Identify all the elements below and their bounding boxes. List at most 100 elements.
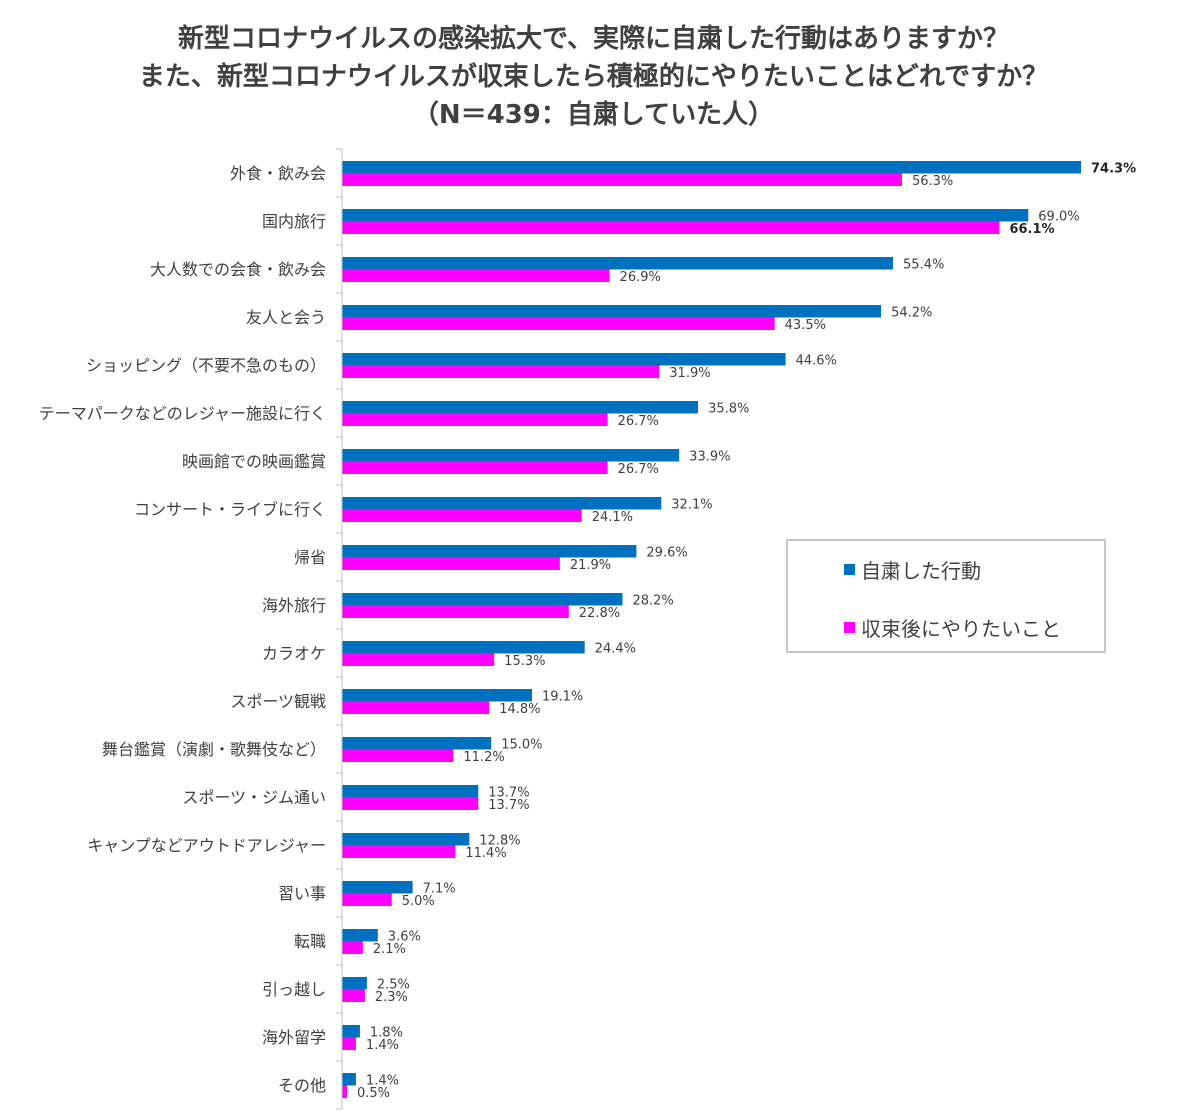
bar-series1 xyxy=(342,353,786,366)
data-label-series2: 22.8% xyxy=(579,606,620,621)
data-label-series2: 5.0% xyxy=(402,894,435,909)
bar-series1 xyxy=(342,305,882,318)
data-label-series2: 43.5% xyxy=(785,318,826,333)
category-label: 外食・飲み会 xyxy=(230,164,326,183)
bar-series2 xyxy=(342,797,479,810)
data-label-series1: 54.2% xyxy=(891,306,932,321)
legend-label-series1: 自粛した行動 xyxy=(861,559,981,583)
bar-series1 xyxy=(342,1025,360,1038)
data-label-series2: 13.7% xyxy=(488,798,529,813)
data-label-series1: 2.5% xyxy=(377,978,410,993)
category-label: 舞台鑑賞（演劇・歌舞伎など） xyxy=(102,740,326,759)
legend-swatch-series1 xyxy=(844,564,855,575)
category-label: 海外留学 xyxy=(262,1028,326,1047)
data-label-series1: 15.0% xyxy=(501,738,542,753)
data-label-series2: 11.2% xyxy=(463,750,504,765)
data-label-series2: 11.4% xyxy=(465,846,506,861)
category-label: ショッピング（不要不急のもの） xyxy=(86,356,326,375)
data-label-series2: 21.9% xyxy=(570,558,611,573)
bar-series1 xyxy=(342,737,492,750)
bar-series2 xyxy=(342,269,610,282)
data-label-series2: 26.7% xyxy=(618,462,659,477)
data-label-series1: 1.8% xyxy=(370,1026,403,1041)
data-label-series2: 14.8% xyxy=(499,702,540,717)
legend-item-series1: 自粛した行動 xyxy=(844,555,981,584)
data-label-series2: 26.9% xyxy=(620,270,661,285)
bar-series2 xyxy=(342,509,582,522)
bar-series2 xyxy=(342,557,560,570)
data-label-series2: 1.4% xyxy=(366,1038,399,1053)
bar-series1 xyxy=(342,833,470,846)
category-label: スポーツ・ジム通い xyxy=(182,788,326,807)
data-label-series1: 29.6% xyxy=(646,546,687,561)
data-label-series1: 55.4% xyxy=(903,258,944,273)
bar-series1 xyxy=(342,977,367,990)
bar-series2 xyxy=(342,749,454,762)
bar-series1 xyxy=(342,881,413,894)
category-label: 転職 xyxy=(294,932,326,951)
data-label-series2: 26.7% xyxy=(618,414,659,429)
bar-series1 xyxy=(342,641,585,654)
bar-series2 xyxy=(342,941,363,954)
category-label: コンサート・ライブに行く xyxy=(134,500,326,519)
bar-series2 xyxy=(342,317,775,330)
legend-label-series2: 収束後にやりたいこと xyxy=(861,617,1061,641)
data-label-series1: 32.1% xyxy=(671,498,712,513)
bar-series1 xyxy=(342,257,894,270)
bar-series2 xyxy=(342,989,365,1002)
data-label-series2: 15.3% xyxy=(504,654,545,669)
bar-series2 xyxy=(342,461,608,474)
data-label-series1: 28.2% xyxy=(632,594,673,609)
category-label: 国内旅行 xyxy=(262,212,326,231)
title-line-2: また、新型コロナウイルスが収束したら積極的にやりたいことはどれですか？ xyxy=(138,62,1049,92)
data-label-series1: 35.8% xyxy=(708,402,749,417)
bar-series1 xyxy=(342,1073,356,1086)
data-label-series2: 0.5% xyxy=(357,1086,390,1101)
bar-series1 xyxy=(342,545,637,558)
bar-series1 xyxy=(342,449,680,462)
category-label: 引っ越し xyxy=(262,980,326,999)
category-label: 習い事 xyxy=(278,884,326,903)
category-label: その他 xyxy=(278,1076,326,1095)
data-label-series1: 12.8% xyxy=(479,834,520,849)
category-label: スポーツ観戦 xyxy=(230,692,326,711)
bar-series1 xyxy=(342,497,662,510)
data-label-series2: 56.3% xyxy=(912,174,953,189)
data-label-series2: 2.1% xyxy=(373,942,406,957)
legend-item-series2: 収束後にやりたいこと xyxy=(844,613,1061,642)
bar-series2 xyxy=(342,173,902,186)
data-label-series1: 7.1% xyxy=(423,882,456,897)
bar-series2 xyxy=(342,701,490,714)
legend: 自粛した行動 収束後にやりたいこと xyxy=(786,539,1106,653)
bar-series2 xyxy=(342,221,1000,234)
bar-series1 xyxy=(342,161,1081,174)
bar-series2 xyxy=(342,653,495,666)
title-line-1: 新型コロナウイルスの感染拡大で、実際に自粛した行動はありますか？ xyxy=(178,24,1009,54)
category-label: 大人数での会食・飲み会 xyxy=(150,260,326,279)
category-label: 友人と会う xyxy=(246,308,326,327)
category-label: 海外旅行 xyxy=(262,596,326,615)
data-label-series1: 3.6% xyxy=(388,930,421,945)
chart-title: 新型コロナウイルスの感染拡大で、実際に自粛した行動はありますか？ また、新型コロ… xyxy=(0,0,1187,134)
data-label-series1: 33.9% xyxy=(689,450,730,465)
legend-swatch-series2 xyxy=(844,622,855,633)
category-label: 映画館での映画鑑賞 xyxy=(182,452,326,471)
data-label-series2: 2.3% xyxy=(375,990,408,1005)
bar-series2 xyxy=(342,893,392,906)
data-label-series1: 44.6% xyxy=(796,354,837,369)
category-label: 帰省 xyxy=(294,548,326,567)
data-label-series1: 19.1% xyxy=(542,690,583,705)
bar-series1 xyxy=(342,209,1029,222)
bar-series1 xyxy=(342,593,623,606)
category-label: テーマパークなどのレジャー施設に行く xyxy=(39,404,326,423)
bar-series2 xyxy=(342,1085,347,1098)
bar-series2 xyxy=(342,413,608,426)
data-label-series1: 13.7% xyxy=(488,786,529,801)
data-label-series2: 31.9% xyxy=(669,366,710,381)
bar-series1 xyxy=(342,401,699,414)
title-line-3: （N＝439：自粛していた人） xyxy=(412,100,775,130)
bar-series1 xyxy=(342,785,479,798)
data-label-series2: 24.1% xyxy=(592,510,633,525)
data-label-series1: 24.4% xyxy=(595,642,636,657)
